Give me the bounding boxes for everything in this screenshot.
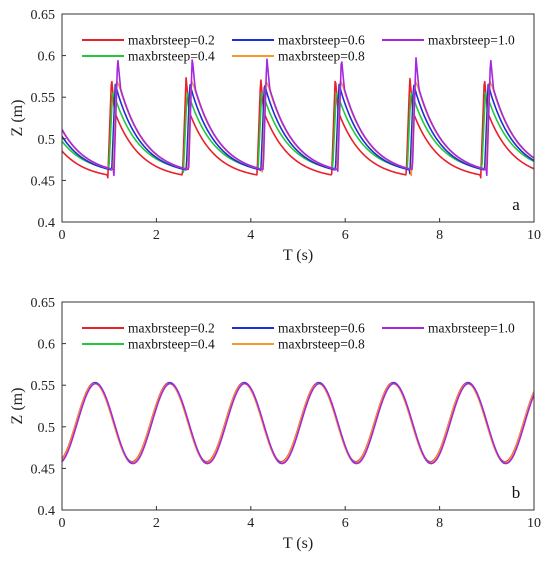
legend-label: maxbrsteep=0.4 <box>128 49 215 64</box>
x-tick-label: 6 <box>342 516 349 531</box>
legend-label: maxbrsteep=0.2 <box>128 321 215 336</box>
series-line-maxbrsteep=0.2 <box>62 381 534 463</box>
x-tick-label: 6 <box>342 228 349 243</box>
legend-label: maxbrsteep=0.8 <box>278 49 365 64</box>
x-tick-label: 2 <box>153 516 160 531</box>
y-tick-label: 0.65 <box>31 8 56 23</box>
y-tick-label: 0.45 <box>31 174 56 189</box>
y-tick-label: 0.45 <box>31 462 56 477</box>
x-tick-label: 2 <box>153 228 160 243</box>
y-tick-label: 0.55 <box>31 379 56 394</box>
series-group <box>62 56 534 179</box>
legend-label: maxbrsteep=0.2 <box>128 33 215 48</box>
x-tick-label: 4 <box>247 516 254 531</box>
legend-label: maxbrsteep=1.0 <box>428 321 515 336</box>
x-axis-label: T (s) <box>283 247 313 264</box>
legend-label: maxbrsteep=1.0 <box>428 33 515 48</box>
y-tick-label: 0.5 <box>38 421 56 436</box>
plot-frame <box>61 301 535 511</box>
panel-label: a <box>512 195 520 214</box>
series-line-maxbrsteep=1.0 <box>62 382 534 465</box>
x-tick-label: 8 <box>436 228 443 243</box>
panel-a: 0 2 4 6 8 10 0.4 0.45 0.5 0.55 0.6 0.65 T (s) Z (m) a m… <box>9 8 541 264</box>
series-line-maxbrsteep=1.0 <box>62 56 534 177</box>
y-axis-label: Z (m) <box>9 388 26 425</box>
series-line-maxbrsteep=0.4 <box>62 382 534 464</box>
x-tick-label: 8 <box>436 516 443 531</box>
y-axis-label: Z (m) <box>9 100 26 137</box>
y-tick-label: 0.65 <box>31 296 56 311</box>
y-tick-label: 0.4 <box>38 216 56 231</box>
y-tick-label: 0.4 <box>38 504 56 519</box>
series-line-maxbrsteep=0.2 <box>62 76 534 179</box>
x-tick-label: 0 <box>59 516 66 531</box>
x-axis-label: T (s) <box>283 535 313 552</box>
series-line-maxbrsteep=0.6 <box>62 83 534 175</box>
x-tick-label: 0 <box>59 228 66 243</box>
legend-label: maxbrsteep=0.4 <box>128 337 215 352</box>
series-line-maxbrsteep=0.4 <box>62 92 534 174</box>
plot-frame <box>61 13 535 223</box>
legend-label: maxbrsteep=0.6 <box>278 321 365 336</box>
series-group <box>62 381 534 465</box>
x-tick-label: 4 <box>247 228 254 243</box>
legend-label: maxbrsteep=0.6 <box>278 33 365 48</box>
legend-label: maxbrsteep=0.8 <box>278 337 365 352</box>
series-line-maxbrsteep=0.6 <box>62 381 534 465</box>
y-tick-label: 0.55 <box>31 91 56 106</box>
y-tick-label: 0.6 <box>38 338 56 353</box>
y-tick-label: 0.5 <box>38 133 56 148</box>
x-tick-label: 10 <box>527 516 541 531</box>
x-tick-label: 10 <box>527 228 541 243</box>
series-line-maxbrsteep=0.8 <box>62 382 534 464</box>
panel-label: b <box>512 483 521 502</box>
y-tick-label: 0.6 <box>38 50 56 65</box>
panel-b: 0 2 4 6 8 10 0.4 0.45 0.5 0.55 0.6 0.65 T (s) Z (m) b m… <box>9 296 541 552</box>
